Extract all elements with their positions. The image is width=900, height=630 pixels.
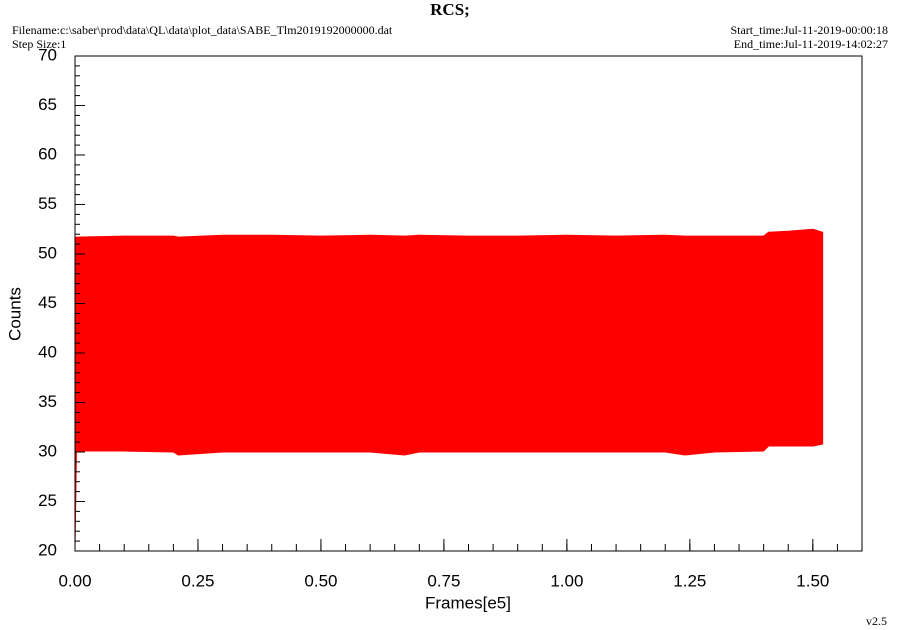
y-tick-label: 50 xyxy=(38,243,57,262)
y-tick-label: 25 xyxy=(38,491,57,510)
y-tick-label: 70 xyxy=(38,45,57,64)
x-tick-label: 0.50 xyxy=(304,571,337,590)
y-tick-label: 35 xyxy=(38,392,57,411)
x-axis-label: Frames[e5] xyxy=(425,593,511,612)
x-tick-label: 0.25 xyxy=(181,571,214,590)
y-tick-label: 20 xyxy=(38,540,57,559)
y-tick-label: 60 xyxy=(38,144,57,163)
chart-title: RCS; xyxy=(430,0,470,19)
x-tick-label: 1.50 xyxy=(796,571,829,590)
y-tick-label: 65 xyxy=(38,95,57,114)
version: v2.5 xyxy=(866,614,887,628)
y-tick-label: 55 xyxy=(38,194,57,213)
start-time: Start_time:Jul-11-2019-00:00:18 xyxy=(730,23,888,37)
data-band xyxy=(74,228,824,552)
y-axis-label: Counts xyxy=(5,287,24,341)
x-tick-label: 0.75 xyxy=(427,571,460,590)
step-size: Step Size:1 xyxy=(12,37,66,51)
y-tick-label: 40 xyxy=(38,342,57,361)
x-tick-label: 1.00 xyxy=(550,571,583,590)
y-tick-label: 30 xyxy=(38,441,57,460)
y-tick-label: 45 xyxy=(38,293,57,312)
end-time: End_time:Jul-11-2019-14:02:27 xyxy=(734,37,888,51)
filename: Filename:c:\saber\prod\data\QL\data\plot… xyxy=(12,23,393,37)
x-tick-label: 0.00 xyxy=(58,571,91,590)
x-tick-label: 1.25 xyxy=(673,571,706,590)
